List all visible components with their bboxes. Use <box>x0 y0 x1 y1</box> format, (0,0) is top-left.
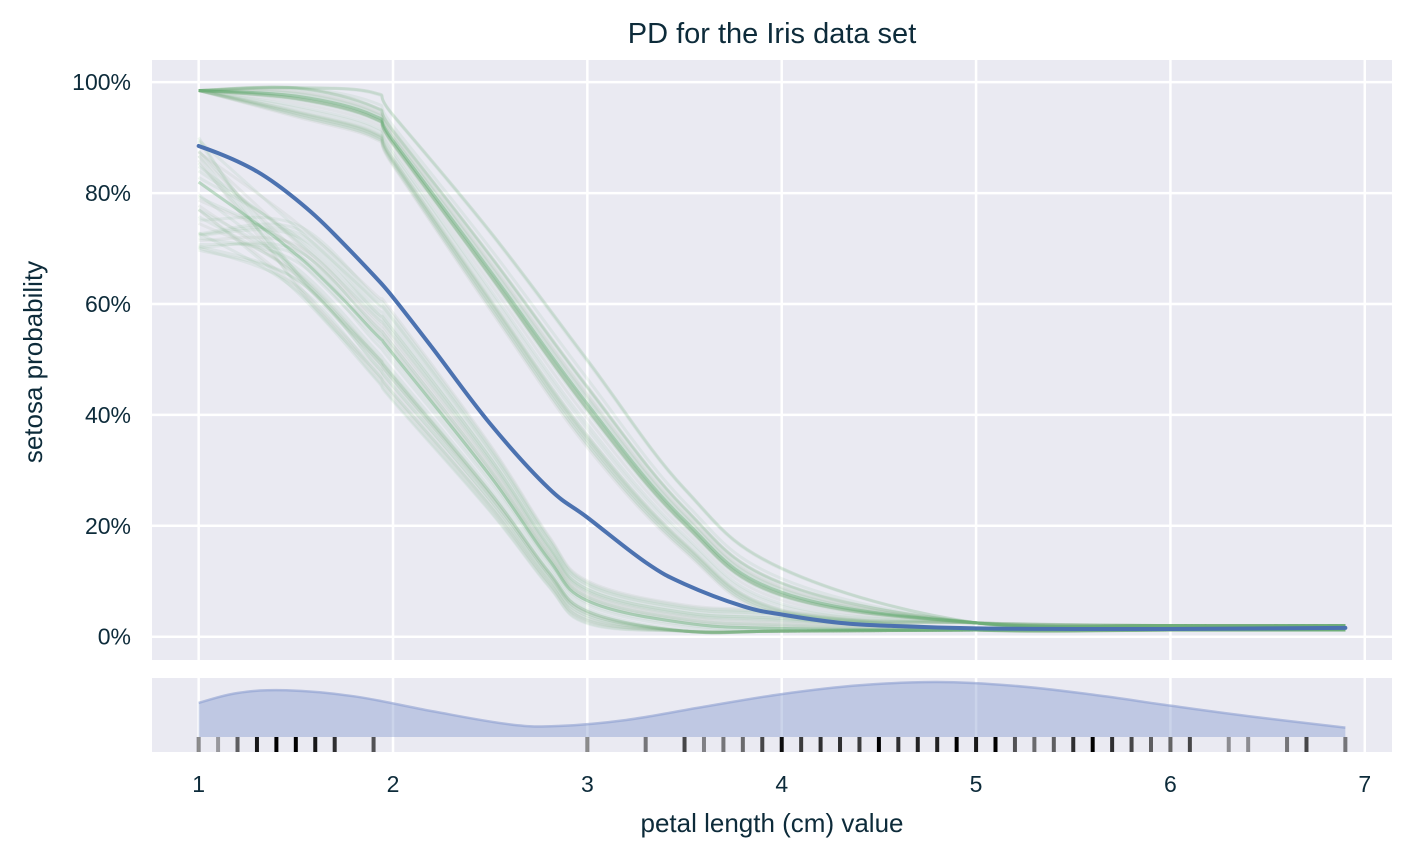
x-tick-labels: 1 2 3 4 5 6 7 <box>192 771 1371 797</box>
distribution-plot <box>152 678 1392 752</box>
ice-line <box>198 89 1346 628</box>
ice-line <box>198 89 1346 628</box>
pd-line-layer <box>196 143 1348 632</box>
density-layer <box>198 680 1346 737</box>
ice-line <box>198 88 1346 629</box>
main-gridlines <box>152 60 1392 660</box>
ice-line <box>198 89 1346 628</box>
ice-line <box>198 89 1346 628</box>
x-tick-label: 5 <box>970 771 983 797</box>
distribution-plot-background <box>152 678 1392 752</box>
ice-line <box>198 89 1346 628</box>
main-plot: 0% 20% 40% 60% 80% 100% <box>72 60 1392 660</box>
chart-title: PD for the Iris data set <box>628 18 917 50</box>
ice-line <box>198 228 1346 633</box>
ice-line <box>198 89 1346 628</box>
ice-line <box>198 89 1346 628</box>
ice-line <box>198 85 1346 629</box>
ice-line <box>198 89 1346 628</box>
ice-line <box>198 89 1346 628</box>
ice-line <box>197 139 1346 633</box>
x-tick-label: 3 <box>581 771 594 797</box>
y-tick-label: 80% <box>85 180 131 206</box>
density-outline <box>198 680 1346 729</box>
ice-line <box>198 89 1346 628</box>
x-tick-label: 4 <box>775 771 788 797</box>
y-tick-label: 60% <box>85 291 131 317</box>
ice-line <box>197 151 1346 634</box>
ice-line <box>198 85 1346 629</box>
ice-line <box>198 222 1346 633</box>
y-tick-label: 20% <box>85 513 131 539</box>
ice-line <box>198 89 1346 628</box>
ice-line <box>198 225 1346 633</box>
ice-line <box>198 89 1346 628</box>
ice-line <box>198 89 1346 628</box>
ice-line <box>198 85 1346 629</box>
ice-line <box>198 86 1346 629</box>
main-plot-background <box>152 60 1392 660</box>
y-tick-label: 100% <box>72 69 131 95</box>
x-tick-label: 6 <box>1164 771 1177 797</box>
ice-line-core <box>198 89 1346 628</box>
x-axis-label: petal length (cm) value <box>640 808 903 838</box>
x-tick-label: 2 <box>387 771 400 797</box>
ice-line <box>198 89 1346 628</box>
ice-line <box>197 176 1346 633</box>
y-axis-label: setosa probability <box>18 261 48 463</box>
x-tick-label: 1 <box>192 771 205 797</box>
ice-line <box>198 89 1346 628</box>
x-tick-label: 7 <box>1358 771 1371 797</box>
ice-line <box>198 89 1346 628</box>
ice-line <box>198 89 1346 628</box>
y-tick-label: 40% <box>85 402 131 428</box>
y-tick-label: 0% <box>98 624 131 650</box>
y-tick-labels: 0% 20% 40% 60% 80% 100% <box>72 69 131 650</box>
ice-line <box>198 89 1346 628</box>
ice-line <box>198 89 1346 628</box>
ice-line <box>198 89 1346 628</box>
ice-line <box>198 89 1346 628</box>
ice-line <box>198 215 1346 633</box>
pd-line <box>196 143 1348 632</box>
density-area <box>198 681 1346 737</box>
ice-line <box>198 89 1346 629</box>
ice-line <box>198 89 1346 628</box>
ice-line <box>198 89 1346 628</box>
ice-line <box>198 88 1346 629</box>
rug-layer <box>196 737 1348 752</box>
